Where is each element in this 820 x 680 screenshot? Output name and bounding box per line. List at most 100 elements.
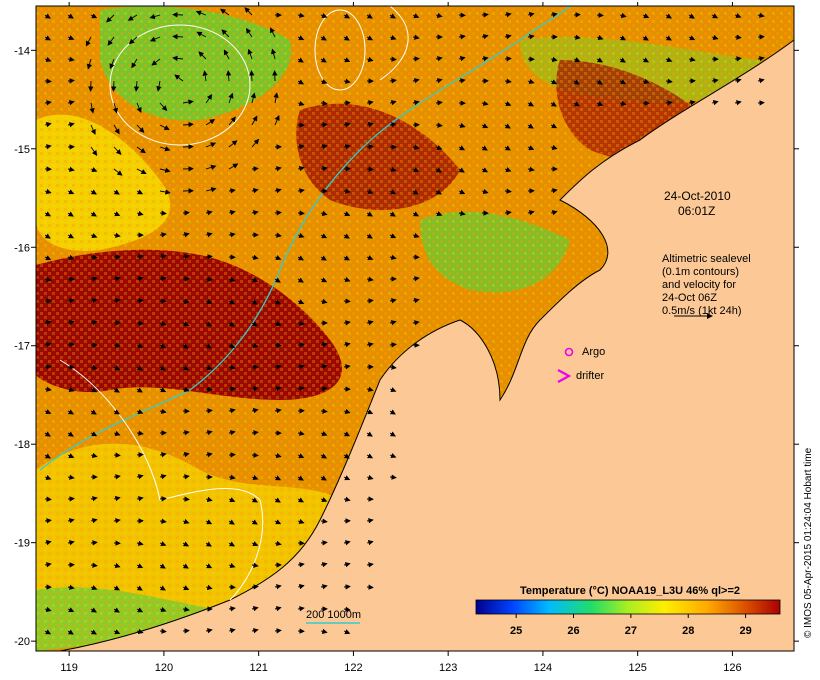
velocity-vector	[320, 453, 327, 459]
velocity-vector	[223, 49, 230, 60]
velocity-vector	[159, 496, 167, 502]
velocity-vector	[205, 119, 216, 126]
velocity-vector	[274, 475, 282, 481]
velocity-vector	[172, 33, 184, 40]
velocity-vector	[67, 607, 75, 613]
velocity-vector	[44, 122, 52, 128]
velocity-vector	[665, 78, 673, 84]
velocity-vector	[113, 585, 121, 591]
velocity-vector	[320, 584, 328, 590]
velocity-vector	[389, 189, 397, 195]
velocity-vector	[320, 562, 328, 568]
velocity-vector	[343, 233, 350, 239]
velocity-vector	[711, 78, 719, 84]
velocity-vector	[182, 430, 190, 436]
velocity-vector	[136, 124, 145, 133]
velocity-vector	[205, 210, 213, 216]
velocity-vector	[550, 12, 558, 18]
velocity-vector	[90, 431, 98, 437]
velocity-vector	[320, 518, 328, 524]
velocity-vector	[67, 386, 75, 393]
velocity-vector	[182, 321, 190, 327]
velocity-vector	[113, 232, 121, 238]
velocity-vector	[44, 211, 52, 217]
velocity-vector	[435, 100, 443, 106]
velocity-vector	[320, 540, 328, 546]
velocity-vector	[412, 144, 420, 150]
velocity-vector	[251, 541, 259, 547]
velocity-vector	[136, 409, 144, 415]
velocity-vector	[389, 100, 397, 106]
velocity-vector	[297, 57, 304, 63]
velocity-vector	[228, 430, 236, 436]
velocity-vector	[67, 254, 75, 261]
velocity-vector	[550, 56, 558, 62]
velocity-vector	[274, 628, 282, 634]
velocity-vector	[366, 298, 374, 304]
drifter-marker-icon	[557, 369, 572, 383]
velocity-vector	[734, 34, 742, 40]
velocity-vector	[297, 386, 305, 392]
date-label: 24-Oct-2010	[664, 189, 731, 203]
velocity-vector	[228, 343, 236, 349]
velocity-vector	[251, 138, 260, 148]
velocity-vector	[90, 518, 98, 524]
velocity-vector	[182, 585, 190, 591]
velocity-vector	[113, 146, 122, 155]
velocity-vector	[366, 540, 374, 546]
velocity-vector	[113, 276, 121, 282]
velocity-vector	[90, 387, 98, 393]
velocity-vector	[182, 518, 190, 525]
velocity-vector	[297, 430, 305, 436]
velocity-vector	[149, 36, 161, 42]
colorbar-scale	[475, 599, 781, 615]
velocity-vector	[136, 563, 144, 569]
velocity-vector	[90, 189, 97, 195]
altimetry-line-4: 24-Oct 06Z	[662, 292, 717, 304]
velocity-vector	[389, 166, 397, 173]
velocity-vector	[67, 453, 75, 459]
velocity-vector	[113, 168, 123, 176]
velocity-vector	[251, 299, 258, 305]
velocity-vector	[297, 188, 305, 194]
velocity-vector	[205, 430, 213, 436]
velocity-vector	[67, 518, 75, 524]
velocity-vector	[412, 34, 420, 40]
velocity-vector	[274, 386, 282, 392]
velocity-vector	[435, 78, 443, 84]
velocity-vector	[251, 408, 259, 414]
velocity-vector	[320, 475, 327, 481]
velocity-vector	[228, 188, 236, 194]
velocity-vector	[343, 13, 351, 19]
velocity-vector	[274, 519, 282, 525]
velocity-vector	[320, 408, 328, 414]
velocity-vector	[205, 584, 213, 590]
velocity-vector	[435, 56, 443, 62]
velocity-vector	[90, 167, 98, 173]
velocity-vector	[205, 628, 213, 634]
velocity-vector	[44, 144, 52, 150]
velocity-vector	[90, 607, 97, 613]
colorbar-tick-label: 26	[567, 625, 579, 637]
velocity-vector	[90, 364, 98, 370]
velocity-vector	[481, 167, 489, 173]
velocity-vector	[320, 386, 328, 392]
velocity-vector	[205, 408, 213, 414]
velocity-vector	[205, 187, 217, 193]
velocity-vector	[320, 628, 328, 634]
velocity-vector	[44, 364, 52, 370]
velocity-vector	[136, 320, 144, 326]
velocity-vector	[67, 474, 75, 480]
velocity-vector	[136, 628, 144, 635]
velocity-vector	[90, 320, 98, 326]
velocity-vector	[435, 189, 442, 195]
velocity-vector	[136, 607, 144, 613]
velocity-vector	[159, 320, 167, 327]
velocity-vector	[274, 364, 282, 370]
velocity-vector	[366, 35, 374, 41]
velocity-vector	[389, 387, 397, 393]
velocity-vector	[159, 606, 167, 613]
velocity-vector	[67, 100, 75, 106]
velocity-vector	[297, 100, 305, 107]
